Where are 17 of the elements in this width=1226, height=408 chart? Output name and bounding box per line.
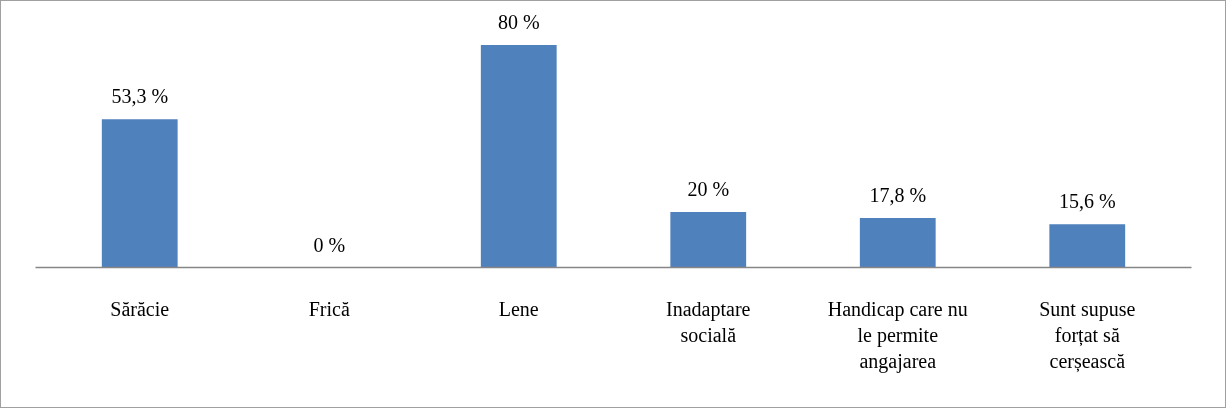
data-label: 17,8 % bbox=[869, 184, 927, 207]
x-tick-label: Handicap care nu le permite angajarea bbox=[827, 297, 968, 374]
data-label: 20 % bbox=[687, 177, 730, 200]
x-tick-label: Lene bbox=[498, 297, 539, 320]
bar bbox=[670, 211, 747, 268]
data-label: 53,3 % bbox=[111, 85, 169, 108]
x-tick-label: Inadaptare socială bbox=[666, 297, 751, 346]
data-label: 0 % bbox=[313, 233, 346, 256]
data-label: 80 % bbox=[497, 11, 540, 34]
bar bbox=[480, 45, 557, 268]
x-tick-label: Frică bbox=[308, 297, 350, 320]
bar bbox=[101, 119, 178, 268]
x-tick-label: Sunt supuse forțat să cerșească bbox=[1039, 297, 1136, 374]
x-tick-label: Sărăcie bbox=[110, 297, 170, 320]
bar bbox=[859, 218, 936, 268]
data-label: 15,6 % bbox=[1058, 190, 1116, 213]
bar bbox=[1049, 224, 1126, 268]
